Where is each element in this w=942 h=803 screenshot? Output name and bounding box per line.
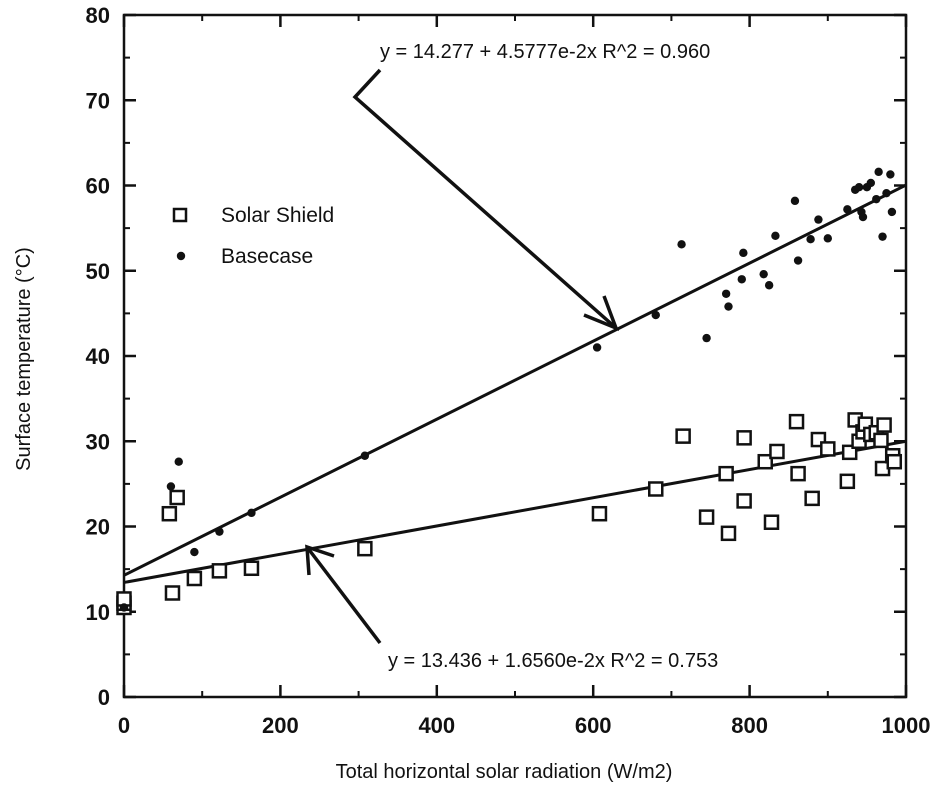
solar-shield-point — [841, 444, 858, 461]
y-tick-label: 40 — [86, 344, 110, 369]
y-tick-label: 60 — [86, 174, 110, 199]
y-tick-label: 50 — [86, 259, 110, 284]
solar-shield-point — [788, 413, 805, 430]
x-tick-label: 1000 — [882, 713, 931, 738]
fit-line-solar-shield — [123, 439, 907, 584]
solar-shield-point — [839, 473, 856, 490]
basecase-point — [790, 196, 800, 206]
basecase-point — [878, 232, 887, 241]
solar-shield-point — [186, 570, 203, 587]
fit-line-basecase — [123, 183, 907, 577]
solar-shield-point — [763, 514, 780, 530]
basecase-point — [823, 234, 832, 243]
solar-shield-point — [161, 505, 178, 522]
basecase-point — [874, 167, 883, 177]
basecase-fit-equation: y = 14.277 + 4.5777e-2x R^2 = 0.960 — [380, 41, 710, 63]
x-tick-label: 400 — [418, 713, 455, 738]
basecase-point — [737, 275, 746, 284]
basecase-point — [872, 194, 881, 204]
solar-shield-point — [357, 540, 373, 557]
solar-shield-arrow — [305, 545, 382, 645]
legend-label-solar-shield: Solar Shield — [221, 204, 334, 227]
solar-shield-point — [243, 560, 260, 577]
solar-shield-point — [718, 465, 734, 482]
basecase-point — [806, 235, 815, 244]
basecase-point — [247, 508, 256, 518]
solar-shield-arrow-head — [305, 544, 335, 576]
legend: Solar Shield Basecase — [172, 204, 334, 268]
basecase-point — [764, 281, 774, 290]
legend-dot-marker — [176, 251, 186, 261]
basecase-point — [887, 207, 897, 217]
y-tick-label: 80 — [86, 3, 110, 28]
basecase-point — [771, 231, 780, 240]
basecase-point — [858, 212, 868, 222]
solar-shield-point — [164, 585, 181, 601]
x-axis-title: Total horizontal solar radiation (W/m2) — [336, 761, 673, 783]
x-tick-label: 200 — [262, 713, 299, 738]
plot-frame — [122, 13, 908, 699]
basecase-point — [793, 256, 803, 265]
solar-shield-point — [648, 481, 664, 497]
basecase-point — [360, 451, 370, 460]
basecase-point — [739, 248, 748, 258]
basecase-point — [721, 289, 731, 298]
y-tick-label: 70 — [86, 88, 110, 113]
basecase-point — [677, 240, 686, 249]
solar-shield-point — [698, 509, 715, 525]
solar-shield-point — [211, 563, 228, 579]
basecase-point — [702, 333, 711, 343]
basecase-arrow — [352, 68, 618, 330]
y-tick-label: 20 — [86, 515, 110, 540]
basecase-point — [592, 343, 602, 352]
y-tick-label: 0 — [98, 685, 110, 710]
x-tick-label: 800 — [731, 713, 768, 738]
basecase-point — [174, 457, 183, 466]
basecase-arrow-head — [583, 295, 620, 332]
basecase-point — [166, 482, 176, 491]
x-tick-label: 600 — [575, 713, 612, 738]
basecase-point — [119, 603, 129, 612]
y-axis-title: Surface temperature (°C) — [13, 247, 35, 471]
data-markers — [116, 167, 903, 616]
y-tick-label: 10 — [86, 600, 110, 625]
basecase-point — [215, 527, 224, 536]
solar-shield-fit-equation: y = 13.436 + 1.6560e-2x R^2 = 0.753 — [388, 650, 718, 672]
basecase-point — [724, 302, 733, 311]
basecase-point — [814, 215, 823, 224]
solar-shield-point — [873, 432, 889, 449]
basecase-point — [866, 178, 876, 188]
solar-shield-point — [169, 489, 185, 506]
solar-shield-point — [769, 443, 785, 460]
x-tick-label: 0 — [118, 713, 130, 738]
legend-label-basecase: Basecase — [221, 245, 313, 268]
basecase-point — [854, 183, 864, 192]
basecase-point — [843, 205, 852, 214]
solar-shield-point — [886, 453, 903, 470]
legend-square-marker — [172, 207, 188, 223]
solar-shield-point — [820, 441, 836, 457]
solar-shield-point — [675, 428, 691, 444]
basecase-point — [882, 188, 891, 198]
solar-shield-point — [804, 490, 820, 507]
basecase-point — [190, 547, 199, 557]
solar-shield-point — [876, 417, 892, 433]
solar-shield-point — [736, 430, 752, 446]
solar-shield-point — [720, 525, 737, 542]
basecase-point — [651, 310, 660, 320]
y-tick-label: 30 — [86, 429, 110, 454]
solar-shield-point — [736, 493, 752, 509]
solar-shield-point — [790, 465, 806, 482]
basecase-point — [886, 170, 895, 179]
solar-shield-point — [591, 505, 608, 522]
annotations: y = 14.277 + 4.5777e-2x R^2 = 0.960 y = 1… — [305, 41, 718, 672]
solar-shield-point — [757, 453, 773, 470]
basecase-point — [759, 269, 768, 279]
